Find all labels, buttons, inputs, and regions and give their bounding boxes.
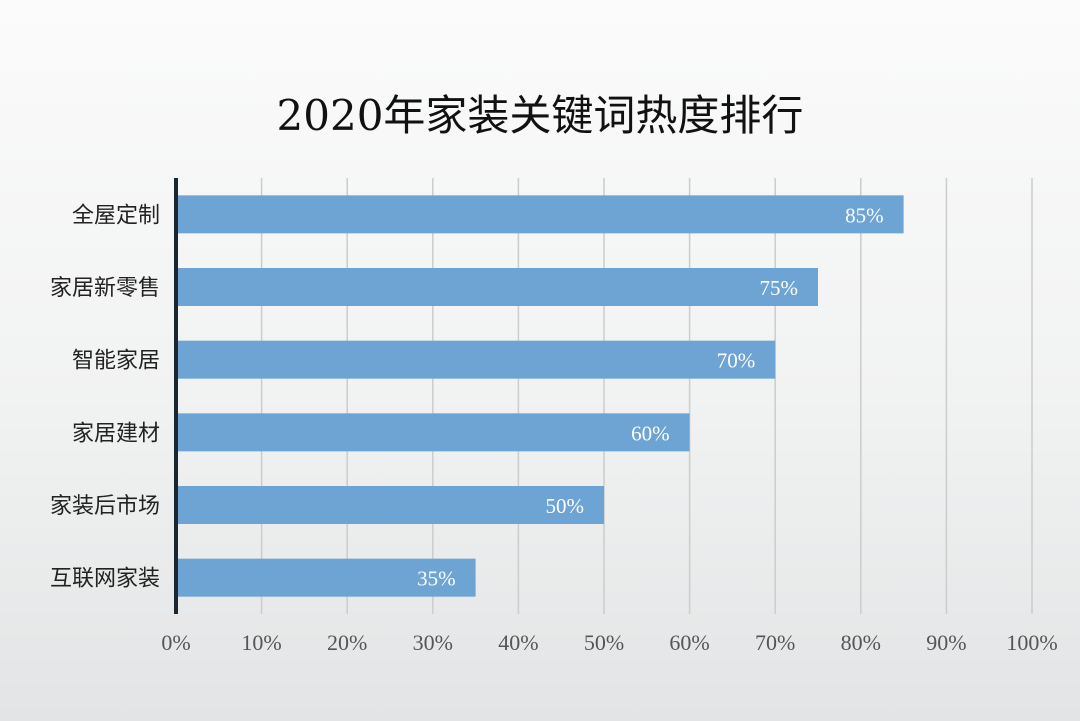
bar-4 [176, 486, 604, 524]
data-label: 75% [760, 276, 799, 300]
category-label: 智能家居 [72, 349, 160, 374]
x-tick-label: 80% [841, 630, 881, 655]
data-label: 50% [546, 494, 585, 518]
bar-1 [176, 268, 818, 306]
category-label: 家装后市场 [50, 494, 160, 519]
x-tick-label: 100% [1006, 630, 1057, 655]
x-tick-label: 20% [327, 630, 367, 655]
x-tick-label: 0% [161, 630, 190, 655]
x-tick-label: 60% [669, 630, 709, 655]
bar-3 [176, 413, 690, 452]
x-tick-label: 30% [413, 630, 453, 655]
bar-5 [176, 558, 476, 597]
category-label: 全屋定制 [72, 203, 160, 228]
x-tick-label: 50% [584, 630, 624, 655]
data-label: 60% [631, 421, 670, 445]
category-label: 互联网家装 [50, 567, 160, 592]
data-label: 35% [417, 567, 456, 591]
data-label: 70% [717, 349, 756, 373]
bar-2 [176, 340, 776, 379]
x-tick-label: 90% [926, 630, 966, 655]
x-tick-label: 10% [241, 630, 281, 655]
bar-0 [176, 195, 904, 234]
category-label: 家居建材 [72, 421, 160, 446]
x-tick-label: 70% [755, 630, 795, 655]
data-label: 85% [845, 203, 884, 227]
category-label: 家居新零售 [50, 276, 160, 301]
x-tick-label: 40% [498, 630, 538, 655]
chart-title: 2020年家装关键词热度排行 [276, 91, 804, 140]
